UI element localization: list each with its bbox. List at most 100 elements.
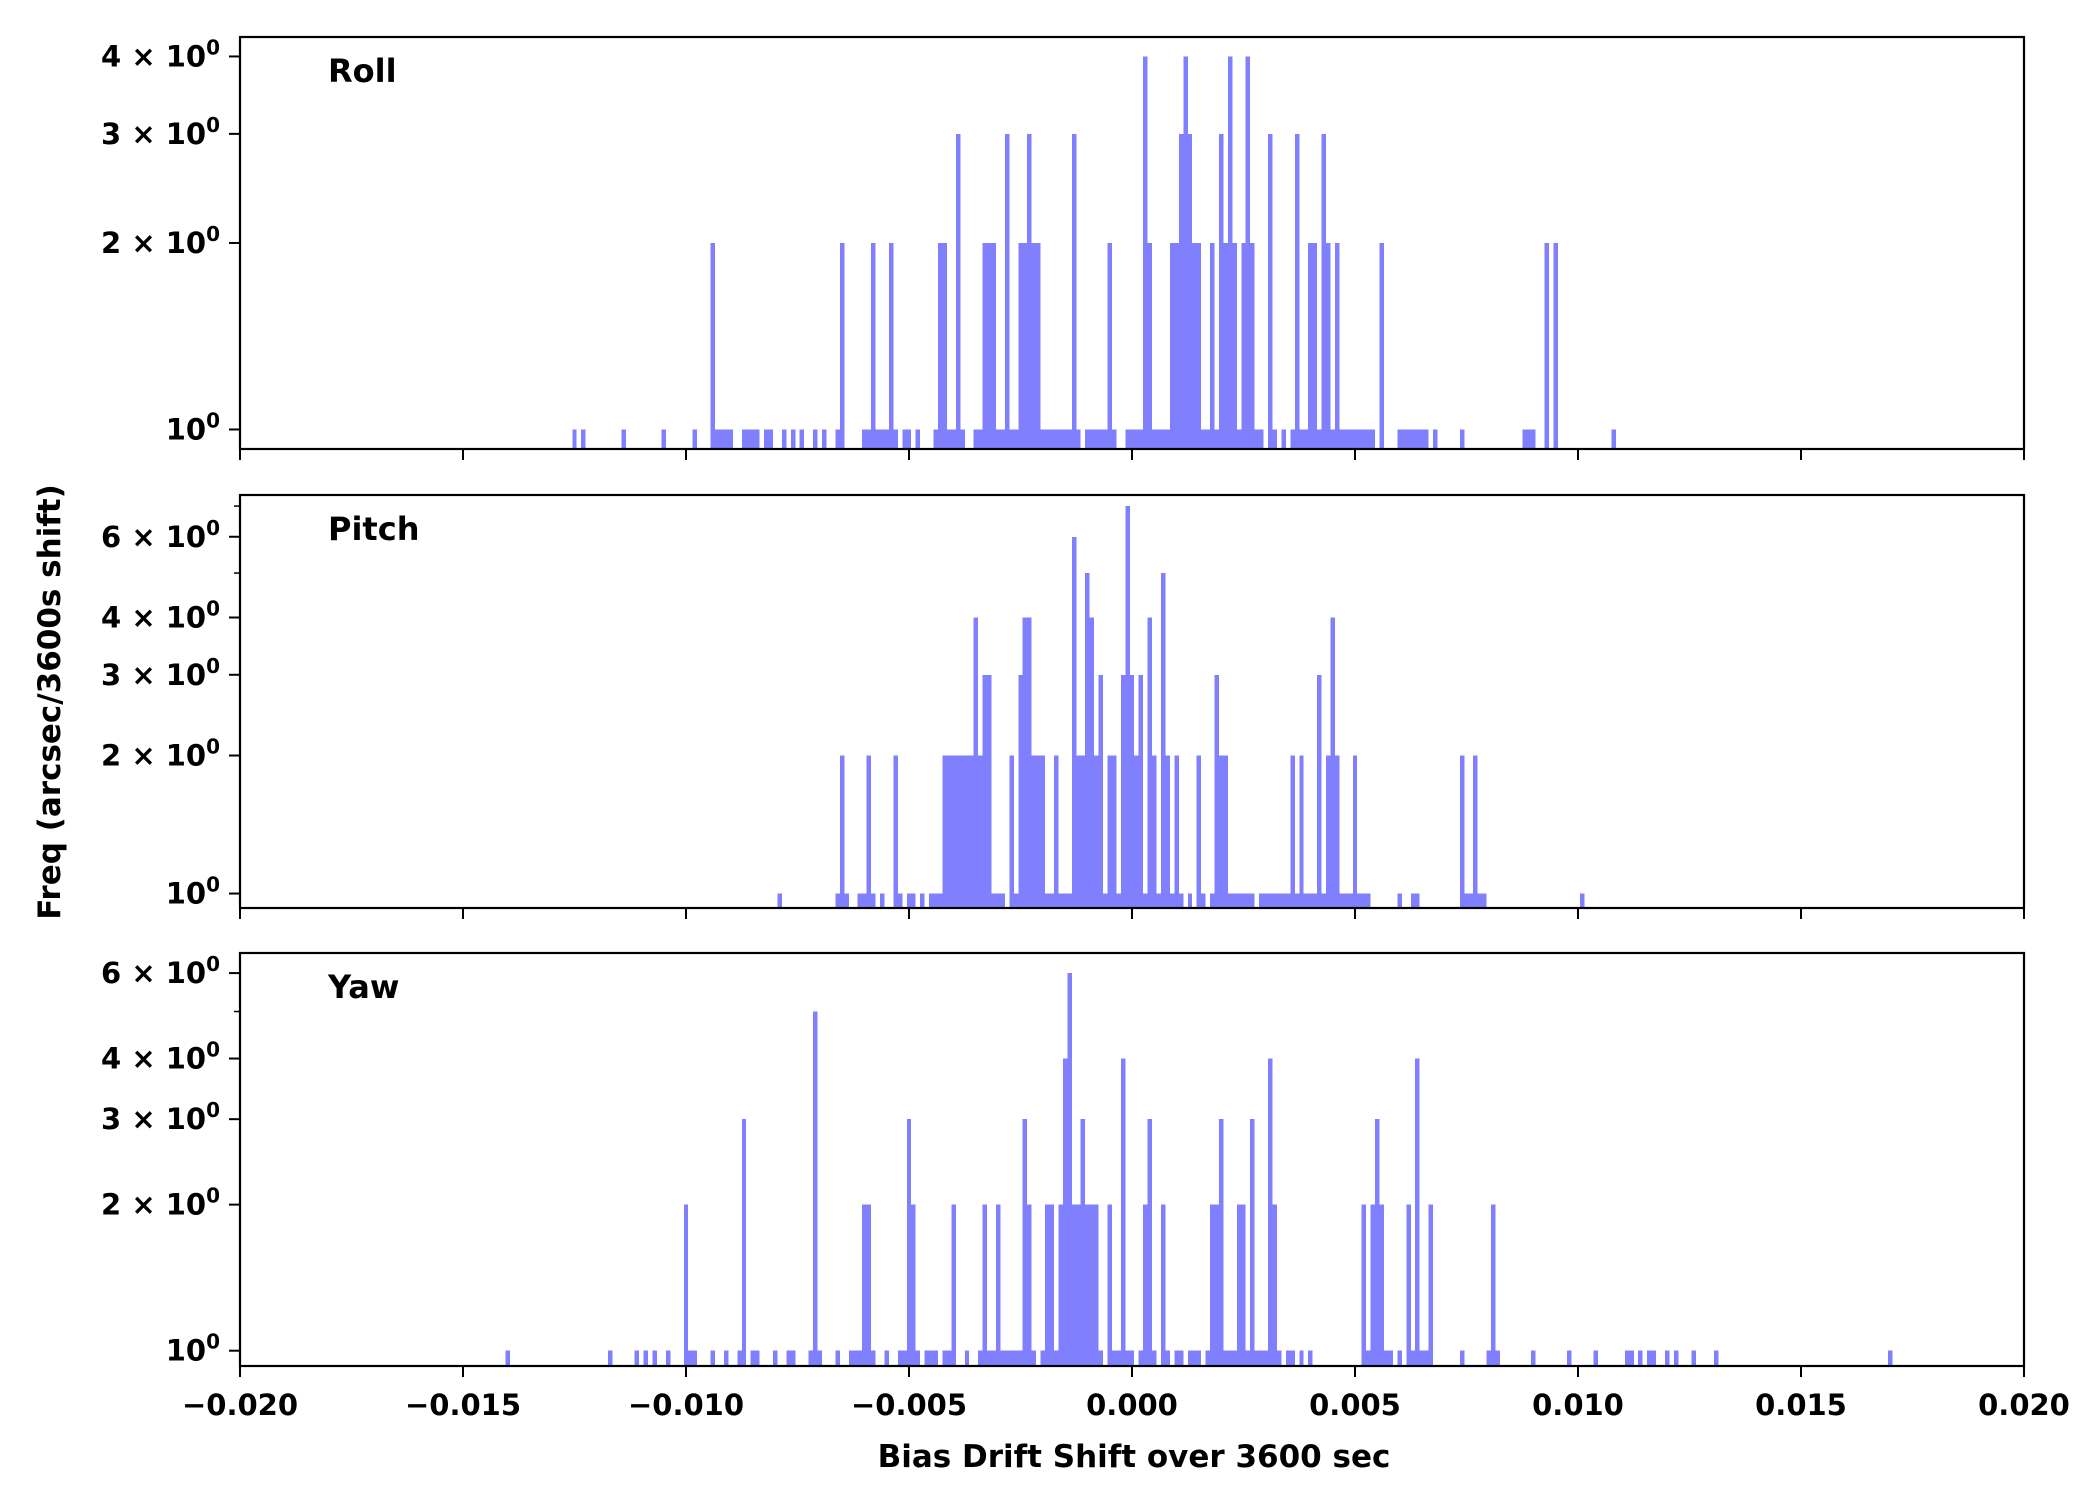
x-tick-label: 0.015 [1755,1388,1847,1422]
pitch-bar [1317,674,1322,908]
yaw-bar [857,1350,863,1366]
yaw-bar [1053,1350,1059,1366]
pitch-bar [1089,617,1095,908]
yaw-bar [1013,1350,1019,1366]
roll-bar [1294,133,1300,449]
yaw-bar [897,1350,903,1366]
pitch-bar [1111,755,1117,908]
yaw-bar [1629,1350,1634,1366]
x-tick-label: −0.015 [405,1388,521,1422]
pitch-bar [1223,755,1228,908]
pitch-bar [1062,893,1068,908]
yaw-bar [755,1350,760,1366]
roll-bar [946,429,952,449]
pitch-bar [880,893,885,908]
roll-bar [1018,242,1023,449]
pitch-bar [1036,755,1041,908]
yaw-bar [1285,1350,1291,1366]
yaw-bar [1424,1350,1429,1366]
yaw-bar [906,1119,912,1366]
pitch-bar [1357,893,1362,908]
roll-bar [1165,429,1170,449]
roll-bar [1290,429,1295,449]
pitch-bar [1343,893,1349,908]
yaw-bar [1366,1350,1371,1366]
roll-bar [621,429,626,449]
yaw-bar [1593,1350,1599,1366]
pitch-bar [1477,893,1483,908]
roll-bar [1143,56,1148,450]
pitch-bar [1268,893,1273,908]
roll-bar [978,429,983,449]
yaw-bar [1299,1350,1304,1366]
roll-bar [1245,56,1251,450]
yaw-bar [1214,1204,1219,1366]
roll-bar [1178,133,1184,449]
roll-bar [1459,429,1465,449]
yaw-bar [982,1204,988,1366]
pitch-bar [1272,893,1277,908]
roll-bar [1009,429,1014,449]
pitch-bar [942,755,947,908]
yaw-bar [978,1350,983,1366]
yaw-bar [1624,1350,1630,1366]
pitch-bar [1160,573,1166,908]
pitch-bar [1218,755,1224,908]
pitch-y-tick-label: 4 × 100 [101,597,220,635]
yaw-y-tick-label: 100 [166,1330,220,1368]
roll-bar [884,429,889,449]
x-tick-label: −0.010 [628,1388,744,1422]
roll-y-tick-label: 3 × 100 [101,113,220,151]
pitch-bar [893,755,898,908]
yaw-bar [951,1204,956,1366]
pitch-bar [911,893,916,908]
yaw-bar [1673,1350,1679,1366]
yaw-bar [848,1350,854,1366]
yaw-bar [1664,1350,1670,1366]
roll-bar [750,429,756,449]
roll-bar [902,429,907,449]
roll-bar [955,133,961,449]
yaw-bar [1120,1058,1126,1366]
roll-bar [1223,242,1228,449]
pitch-bar [1107,755,1112,908]
roll-bar [995,429,1001,449]
roll-bar [1330,429,1335,449]
pitch-bar [1303,893,1309,908]
yaw-bar [1147,1119,1153,1366]
yaw-bar [1196,1350,1202,1366]
yaw-bar [1495,1350,1500,1366]
roll-bar [1343,429,1349,449]
pitch-bar [1580,893,1585,908]
roll-bar [1125,429,1130,449]
roll-bar [888,242,894,449]
pitch-bar [1236,893,1242,908]
roll-y-tick-label: 100 [166,408,220,446]
roll-bar [728,429,733,449]
pitch-bar [1049,893,1054,908]
roll-bar [1250,242,1255,449]
yaw-bar [995,1204,1001,1366]
yaw-bar [1491,1204,1496,1366]
pitch-bar [1294,893,1300,908]
roll-bar [1187,133,1193,449]
roll-bar [1174,242,1179,449]
yaw-bar [1232,1350,1237,1366]
pitch-bar [1468,893,1474,908]
roll-bar [714,429,720,449]
pitch-bar [1473,755,1478,908]
roll-bar [915,429,921,449]
pitch-y-tick-label: 6 × 100 [101,516,220,554]
roll-bar [1401,429,1407,449]
yaw-bar [737,1350,742,1366]
yaw-bar [1428,1204,1434,1366]
x-tick-label: −0.020 [182,1388,298,1422]
yaw-bar [710,1350,715,1366]
roll-bars [572,56,1616,450]
roll-bar [937,242,943,449]
roll-bar [987,242,992,449]
pitch-bar [1232,893,1237,908]
yaw-bar [1531,1350,1536,1366]
yaw-bar [964,1350,970,1366]
